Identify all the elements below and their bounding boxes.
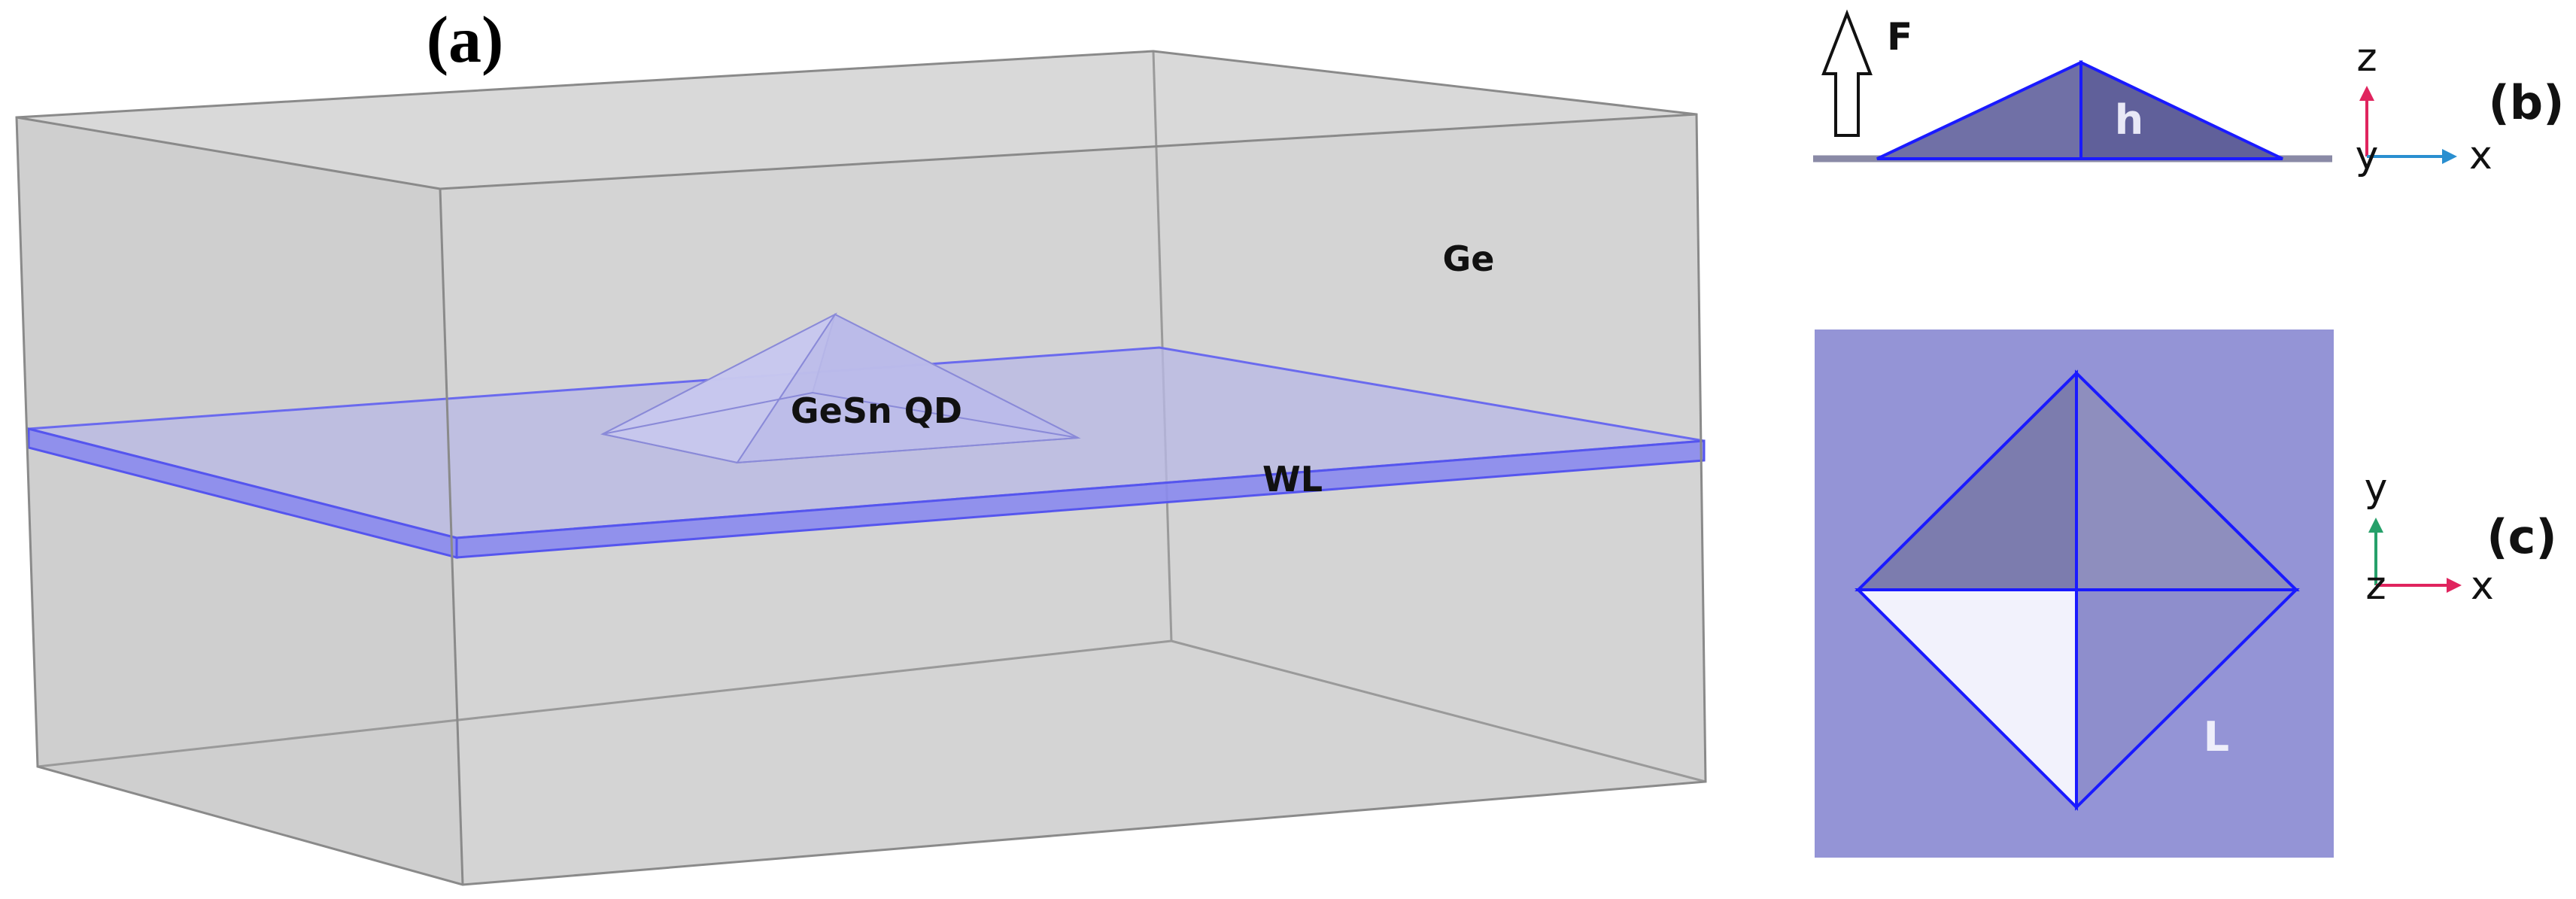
x-axis-arrowhead — [2442, 149, 2457, 164]
wetting-layer-label: WL — [1262, 459, 1323, 500]
axis-up-label: y — [2365, 466, 2388, 511]
pyramid-side-left — [1876, 59, 2082, 160]
box-front-edge — [439, 113, 1697, 190]
force-arrow-icon — [1821, 9, 1873, 137]
quantum-dot-label: GeSn QD — [791, 390, 962, 431]
wetting-layer-side — [455, 439, 1706, 559]
pyramid-face-bottom-right — [2075, 588, 2300, 811]
panel-a: (a) Ge GeSn QD WL — [15, 4, 1707, 886]
height-label: h — [2115, 96, 2143, 144]
box-front-edge — [16, 116, 441, 190]
axis-right-label: x — [2471, 563, 2494, 609]
panel-c-label: (c) — [2486, 509, 2556, 564]
box-front-edge — [439, 188, 464, 885]
box-outline — [15, 50, 1707, 886]
base-length-label: L — [2204, 713, 2229, 761]
ge-matrix-label: Ge — [1443, 238, 1495, 279]
box-hidden-edge — [1171, 639, 1706, 783]
y-axis-arrowhead — [2368, 518, 2383, 533]
axis-origin-label: y — [2356, 133, 2379, 178]
panel-a-label: (a) — [427, 4, 504, 77]
box-hidden-edge — [37, 639, 1172, 768]
panel-b: F h z y x (b) — [1813, 9, 2565, 178]
panel-c: L y z x (c) — [1815, 330, 2557, 858]
z-axis-arrowhead — [2359, 86, 2374, 101]
axis-right-label: x — [2469, 133, 2492, 178]
quantum-dot-pyramid — [600, 312, 1081, 464]
x-axis-arrowhead — [2447, 578, 2462, 593]
axis-origin-label: z — [2365, 563, 2386, 609]
axis-up-label: z — [2356, 35, 2377, 80]
panel-b-label: (b) — [2488, 75, 2564, 130]
pyramid-side-right — [2079, 59, 2283, 160]
box-hidden-edge — [1152, 50, 1173, 642]
force-label: F — [1887, 15, 1912, 59]
box-back-face — [17, 51, 1697, 189]
